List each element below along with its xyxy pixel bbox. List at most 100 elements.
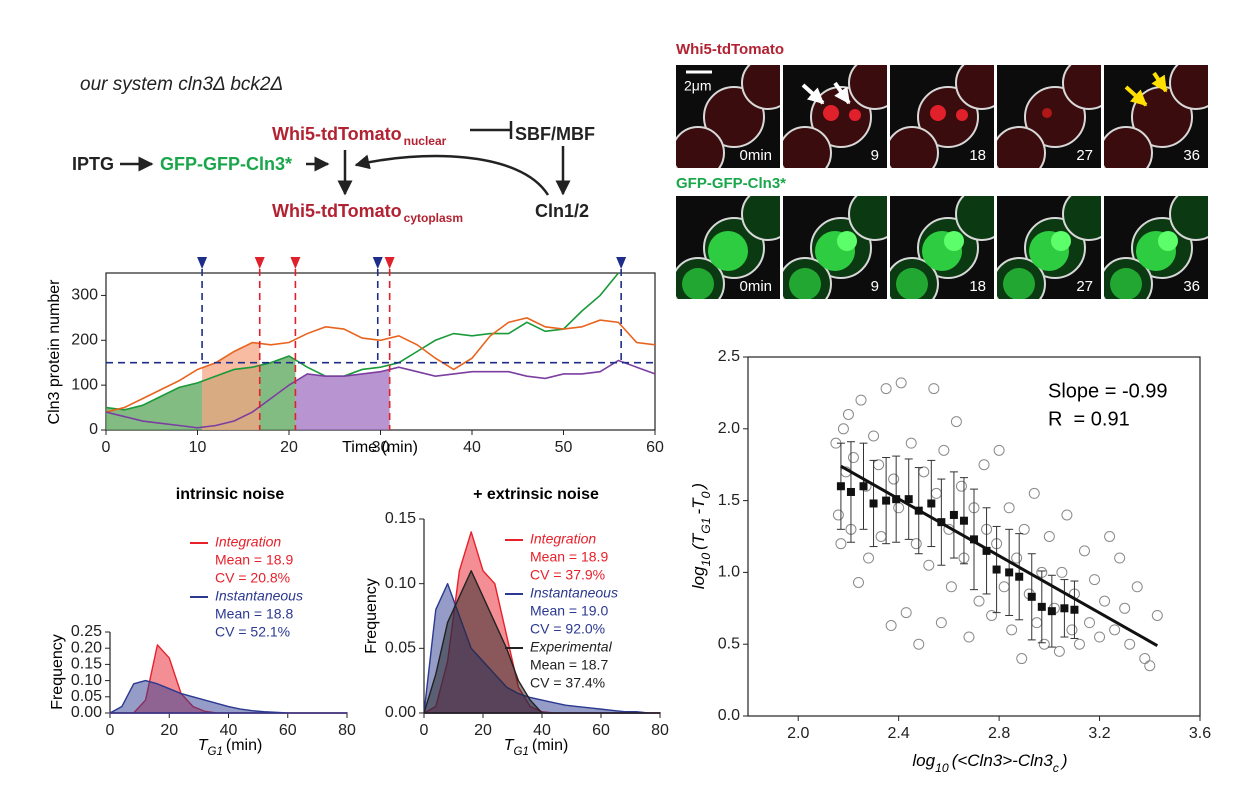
cells	[997, 196, 1101, 299]
x-tick-label: 2.8	[988, 725, 1010, 742]
data-point	[978, 459, 990, 471]
x-tick-label: 40	[463, 439, 481, 456]
nucleus-gfp	[1158, 231, 1178, 251]
y-tick-label: 0.15	[71, 656, 102, 673]
y-axis-label: log10 (TG1 -T0)	[689, 483, 713, 589]
data-point	[900, 607, 912, 619]
y-tick-label: 2.0	[718, 420, 740, 437]
data-point	[855, 394, 867, 406]
y-tick-label: 0.00	[71, 704, 102, 721]
time-label: 0min	[739, 278, 772, 295]
data-point	[1078, 545, 1090, 557]
x-tick-label: 3.2	[1088, 725, 1110, 742]
time-trace-chart: 0 10 20 30 40 50 60 0 100 200 300 Time (min) Cln3 pr…	[46, 257, 664, 456]
data-point	[835, 538, 847, 550]
data-point	[1114, 552, 1126, 564]
data-point	[1053, 645, 1065, 657]
data-point	[832, 509, 844, 521]
series-line	[105, 272, 620, 411]
data-point	[993, 444, 1005, 456]
data-point	[998, 581, 1010, 593]
x-tick-label: 20	[160, 722, 178, 739]
node-subscript: cytoplasm	[404, 211, 463, 225]
label-part: -T	[689, 497, 708, 515]
data-point	[873, 459, 885, 471]
node-text: SBF/MBF	[515, 124, 595, 144]
x-tick-label: 80	[338, 722, 356, 739]
row-title: Whi5-tdTomato	[676, 41, 784, 58]
annotation: Slope = -0.99	[1048, 380, 1168, 402]
y-tick-label: 0.05	[71, 688, 102, 705]
mean-marker	[859, 482, 868, 491]
micrograph: 18	[890, 65, 994, 168]
legend-label: Experimental	[530, 639, 613, 655]
time-label: 36	[1183, 147, 1200, 164]
data-point	[1006, 624, 1018, 636]
legend-label: Integration	[215, 534, 281, 550]
data-point	[847, 452, 859, 464]
mean-marker	[1060, 604, 1069, 613]
cell	[955, 65, 994, 110]
time-label: 9	[871, 278, 879, 295]
label-part: G1	[513, 746, 528, 758]
x-tick-label: 40	[220, 722, 238, 739]
marker-triangle	[372, 257, 383, 269]
data-point	[1151, 609, 1163, 621]
x-tick-label: 0	[420, 722, 429, 739]
legend-stat: Mean = 18.9	[215, 552, 293, 568]
time-label: 9	[871, 147, 879, 164]
time-label: 27	[1076, 278, 1093, 295]
nucleus	[849, 109, 861, 121]
fit-line	[840, 464, 1159, 647]
mean-marker	[992, 565, 1001, 574]
data-point	[1104, 531, 1116, 542]
cells	[1104, 196, 1208, 299]
label-part: (T	[689, 532, 708, 550]
histogram-area	[423, 570, 661, 714]
label-part: )	[689, 483, 708, 491]
data-point	[986, 609, 998, 621]
marker-triangle	[290, 257, 301, 269]
nucleus	[930, 105, 946, 121]
node-text: Whi5-tdTomato	[272, 201, 402, 221]
label-part: T	[198, 737, 209, 754]
data-point	[1131, 581, 1143, 593]
data-point	[973, 595, 985, 607]
mean-marker	[846, 487, 855, 496]
data-point	[963, 631, 975, 643]
data-point	[875, 531, 887, 542]
legend-stat: CV = 37.4%	[530, 675, 605, 691]
cell-gfp	[896, 268, 928, 299]
micrograph: 0min 2μm	[676, 65, 780, 168]
label-part: G1	[207, 746, 222, 758]
y-tick-label: 0.20	[71, 639, 102, 656]
marker-triangle	[197, 257, 208, 269]
data-point	[923, 559, 935, 571]
data-point	[842, 408, 854, 420]
label-part: log	[912, 751, 935, 770]
y-tick-label: 0.5	[718, 635, 740, 652]
data-point	[885, 620, 897, 632]
data-point	[918, 466, 930, 478]
cell	[890, 126, 939, 168]
label-part: c	[1053, 761, 1059, 775]
mean-marker	[1015, 572, 1024, 581]
legend-stat: Mean = 19.0	[530, 603, 608, 619]
y-tick-label: 100	[71, 376, 98, 393]
micrograph: 9	[783, 196, 887, 299]
label-part: (min)	[532, 737, 568, 754]
arrow	[1124, 85, 1148, 107]
legend-stat: CV = 52.1%	[215, 624, 290, 640]
cell	[1169, 65, 1208, 110]
cell	[955, 196, 994, 241]
histogram-area	[109, 679, 348, 714]
x-tick-label: 50	[555, 439, 573, 456]
time-label: 27	[1076, 147, 1093, 164]
data-point	[1066, 624, 1078, 636]
cell	[783, 126, 832, 168]
chart-title: intrinsic noise	[176, 486, 285, 503]
node-text: Whi5-tdTomato	[272, 124, 402, 144]
cells	[783, 196, 887, 299]
x-tick-label: 20	[280, 439, 298, 456]
